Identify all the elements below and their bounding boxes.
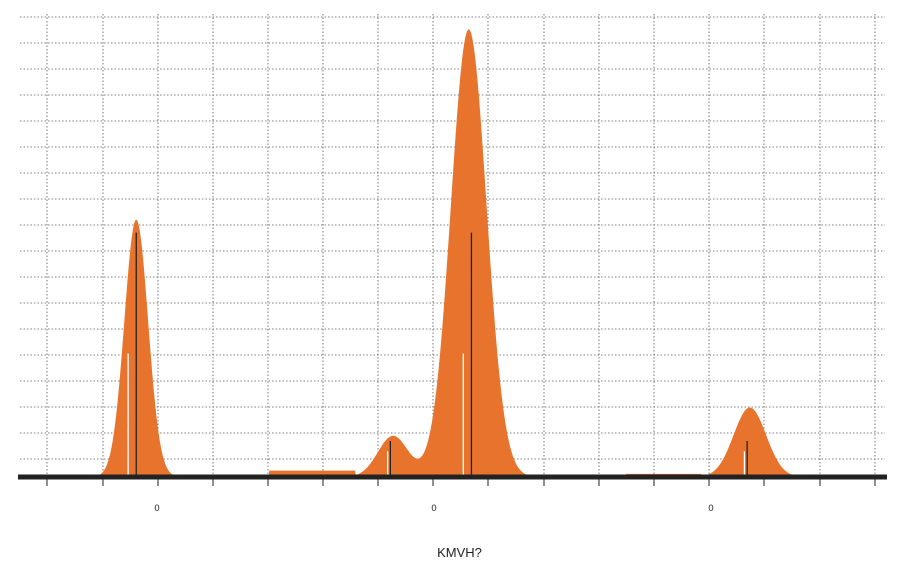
density-area <box>20 29 885 478</box>
x-tick-label: 0 <box>708 504 714 514</box>
density-areas <box>20 29 885 478</box>
x-tick-label: 0 <box>431 504 437 514</box>
chart-grid <box>20 14 885 477</box>
peak-markers <box>127 232 748 477</box>
x-tick-label: 0 <box>154 504 160 514</box>
x-tick-labels: 0 0 0 <box>154 504 714 514</box>
x-axis-title: KMVH? <box>437 545 482 560</box>
x-axis <box>18 474 887 486</box>
